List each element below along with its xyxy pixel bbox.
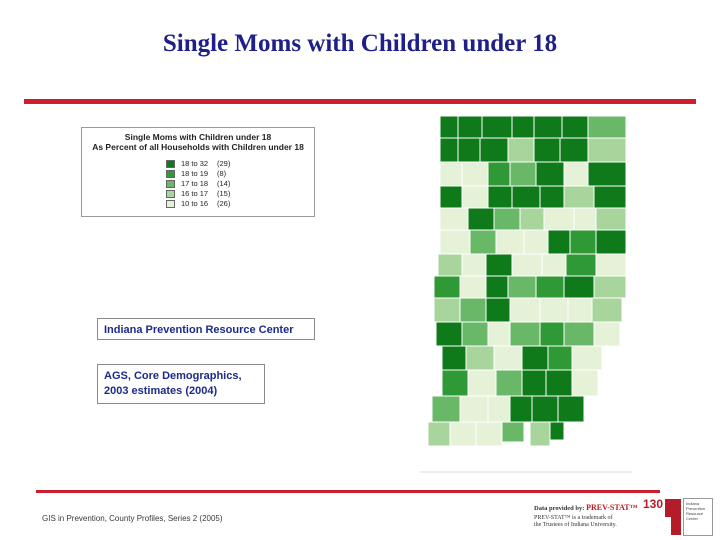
slide-title: Single Moms with Children under 18 (162, 30, 558, 57)
county-region (511, 115, 535, 139)
bottom-divider (36, 490, 660, 493)
county-region (457, 115, 483, 139)
county-region (481, 115, 513, 139)
legend-item: 10 to 16 (26) (166, 199, 230, 209)
legend-item: 18 to 19 (8) (166, 169, 226, 179)
county-region (533, 115, 563, 139)
indiana-county-map (420, 115, 632, 473)
legend-item: 17 to 18 (14) (166, 179, 230, 189)
indiana-logo-icon (665, 499, 681, 517)
legend-swatch (166, 190, 175, 199)
credit-line: Data provided by: PREV-STAT™ (534, 503, 638, 512)
legend-subtitle: As Percent of all Households with Childr… (92, 142, 304, 152)
county-region (561, 115, 589, 139)
county-region (587, 115, 627, 139)
legend-swatch (166, 160, 175, 169)
organization-logo: Indiana Prevention Resource Center (683, 498, 713, 536)
footer-citation: GIS in Prevention, County Profiles, Seri… (42, 514, 223, 523)
top-divider (24, 99, 696, 104)
legend-item: 18 to 32 (29) (166, 159, 230, 169)
brand-name: PREV-STAT™ (586, 503, 638, 512)
legend-swatch (166, 180, 175, 189)
legend-swatch (166, 170, 175, 179)
legend-swatch (166, 200, 175, 209)
organization-label: Indiana Prevention Resource Center (97, 318, 315, 340)
page-number: 130 (643, 497, 664, 511)
data-source-label: AGS, Core Demographics, 2003 estimates (… (97, 364, 265, 404)
source-line: AGS, Core Demographics, (104, 370, 242, 382)
legend-title: Single Moms with Children under 18 (124, 132, 272, 142)
source-line: 2003 estimates (2004) (104, 385, 218, 397)
legend-item: 16 to 17 (15) (166, 189, 230, 199)
map-legend: Single Moms with Children under 18 As Pe… (81, 127, 315, 217)
indiana-logo-icon (671, 513, 681, 535)
county-region (439, 115, 459, 139)
trademark-note: PREV-STAT™ is a trademark of the Trustee… (534, 515, 617, 528)
